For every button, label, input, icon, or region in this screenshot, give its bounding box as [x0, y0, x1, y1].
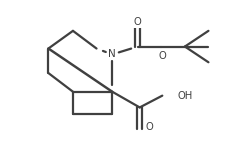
Text: O: O: [158, 51, 166, 61]
Text: N: N: [108, 49, 116, 59]
Text: O: O: [134, 17, 142, 27]
Text: O: O: [146, 122, 153, 132]
Text: OH: OH: [177, 91, 192, 101]
